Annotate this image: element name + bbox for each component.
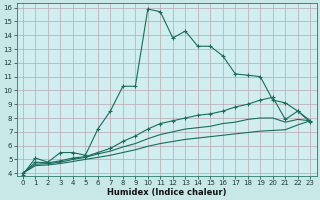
X-axis label: Humidex (Indice chaleur): Humidex (Indice chaleur) xyxy=(107,188,226,197)
